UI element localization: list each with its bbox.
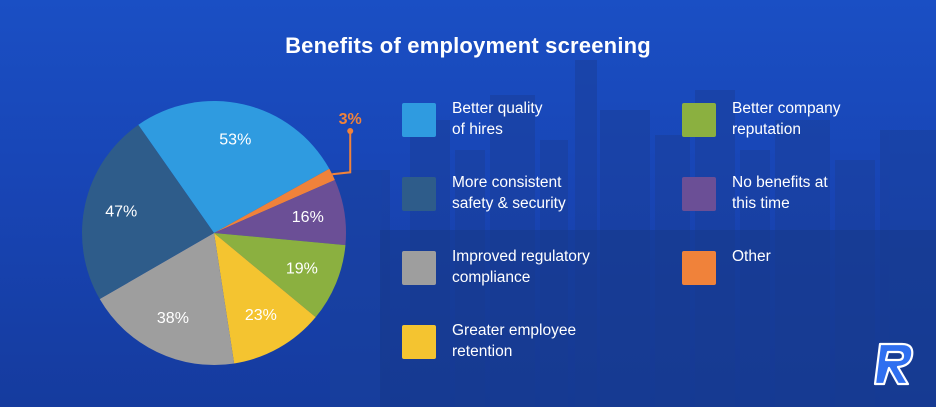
legend-swatch <box>402 325 436 359</box>
legend-label: More consistent safety & security <box>452 174 566 212</box>
slice-label-better-company-reputation: 19% <box>286 260 318 277</box>
slice-label-more-consistent-safety-and-security: 47% <box>105 204 137 221</box>
legend-label: Other <box>732 248 771 265</box>
legend-item-other: Other <box>682 248 771 285</box>
legend-label: Better company reputation <box>732 100 841 138</box>
slice-label-no-benefits-at-this-time: 16% <box>292 209 324 226</box>
legend-item-better-company-reputation: Better company reputation <box>682 100 841 140</box>
pie-slice-other <box>214 168 335 233</box>
pie-slice-no-benefits-at-this-time <box>214 179 346 246</box>
legend-swatch <box>682 251 716 285</box>
legend-item-more-consistent-safety-and-security: More consistent safety & security <box>402 174 566 214</box>
slice-label-better-quality-of-hires: 53% <box>219 132 251 149</box>
pie-slice-improved-regulatory-compliance <box>99 233 235 365</box>
legend-item-greater-employee-retention: Greater employee retention <box>402 322 576 362</box>
callout-dot-other <box>347 128 354 134</box>
legend-item-improved-regulatory-compliance: Improved regulatory compliance <box>402 248 590 288</box>
legend-label: Greater employee retention <box>452 322 577 360</box>
pie-slice-greater-employee-retention <box>214 233 316 364</box>
slice-label-other: 3% <box>339 111 362 128</box>
legend-swatch <box>402 251 436 285</box>
pie-slice-better-company-reputation <box>214 233 346 318</box>
legend-swatch <box>402 103 436 137</box>
r-logo-icon <box>873 342 914 386</box>
legend-item-no-benefits-at-this-time: No benefits at this time <box>682 174 828 214</box>
legend-swatch <box>682 177 716 211</box>
pie-slice-more-consistent-safety-and-security <box>81 124 214 300</box>
legend-swatch <box>682 103 716 137</box>
slice-label-greater-employee-retention: 23% <box>245 307 277 324</box>
pie-slice-better-quality-of-hires <box>138 100 330 233</box>
slice-label-improved-regulatory-compliance: 38% <box>157 310 189 327</box>
callout-line-other <box>332 131 352 176</box>
legend-swatch <box>402 177 436 211</box>
legend-item-better-quality-of-hires: Better quality of hires <box>402 100 542 140</box>
legend-label: Improved regulatory compliance <box>452 248 590 286</box>
legend-label: No benefits at this time <box>732 174 828 212</box>
legend-label: Better quality of hires <box>452 100 543 138</box>
chart-title: Benefits of employment screening <box>285 33 651 58</box>
